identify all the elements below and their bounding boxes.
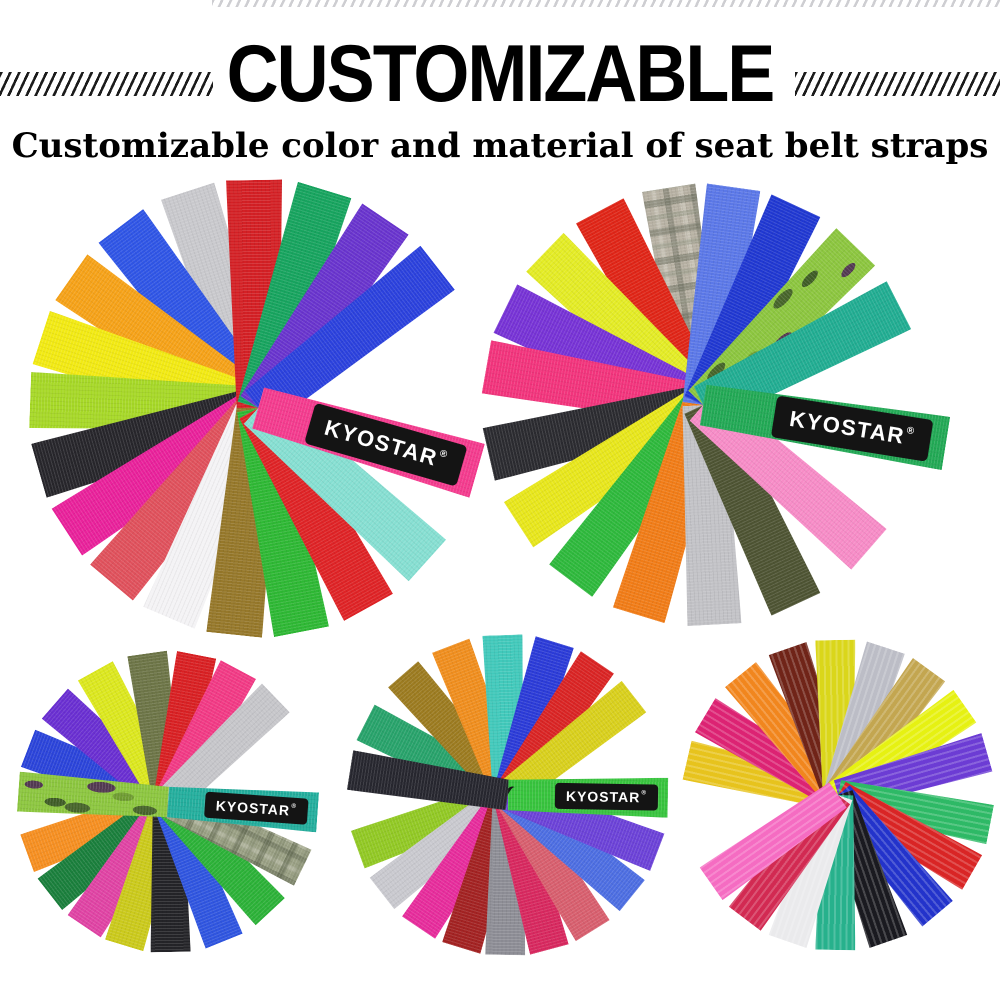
- page-subtitle: Customizable color and material of seat …: [11, 126, 989, 166]
- top-edge-hatch-decoration: [212, 0, 1000, 7]
- right-hatch-bar: [795, 72, 1000, 96]
- page-title: CUSTOMIZABLE: [226, 29, 776, 119]
- left-hatch-bar: [0, 72, 213, 96]
